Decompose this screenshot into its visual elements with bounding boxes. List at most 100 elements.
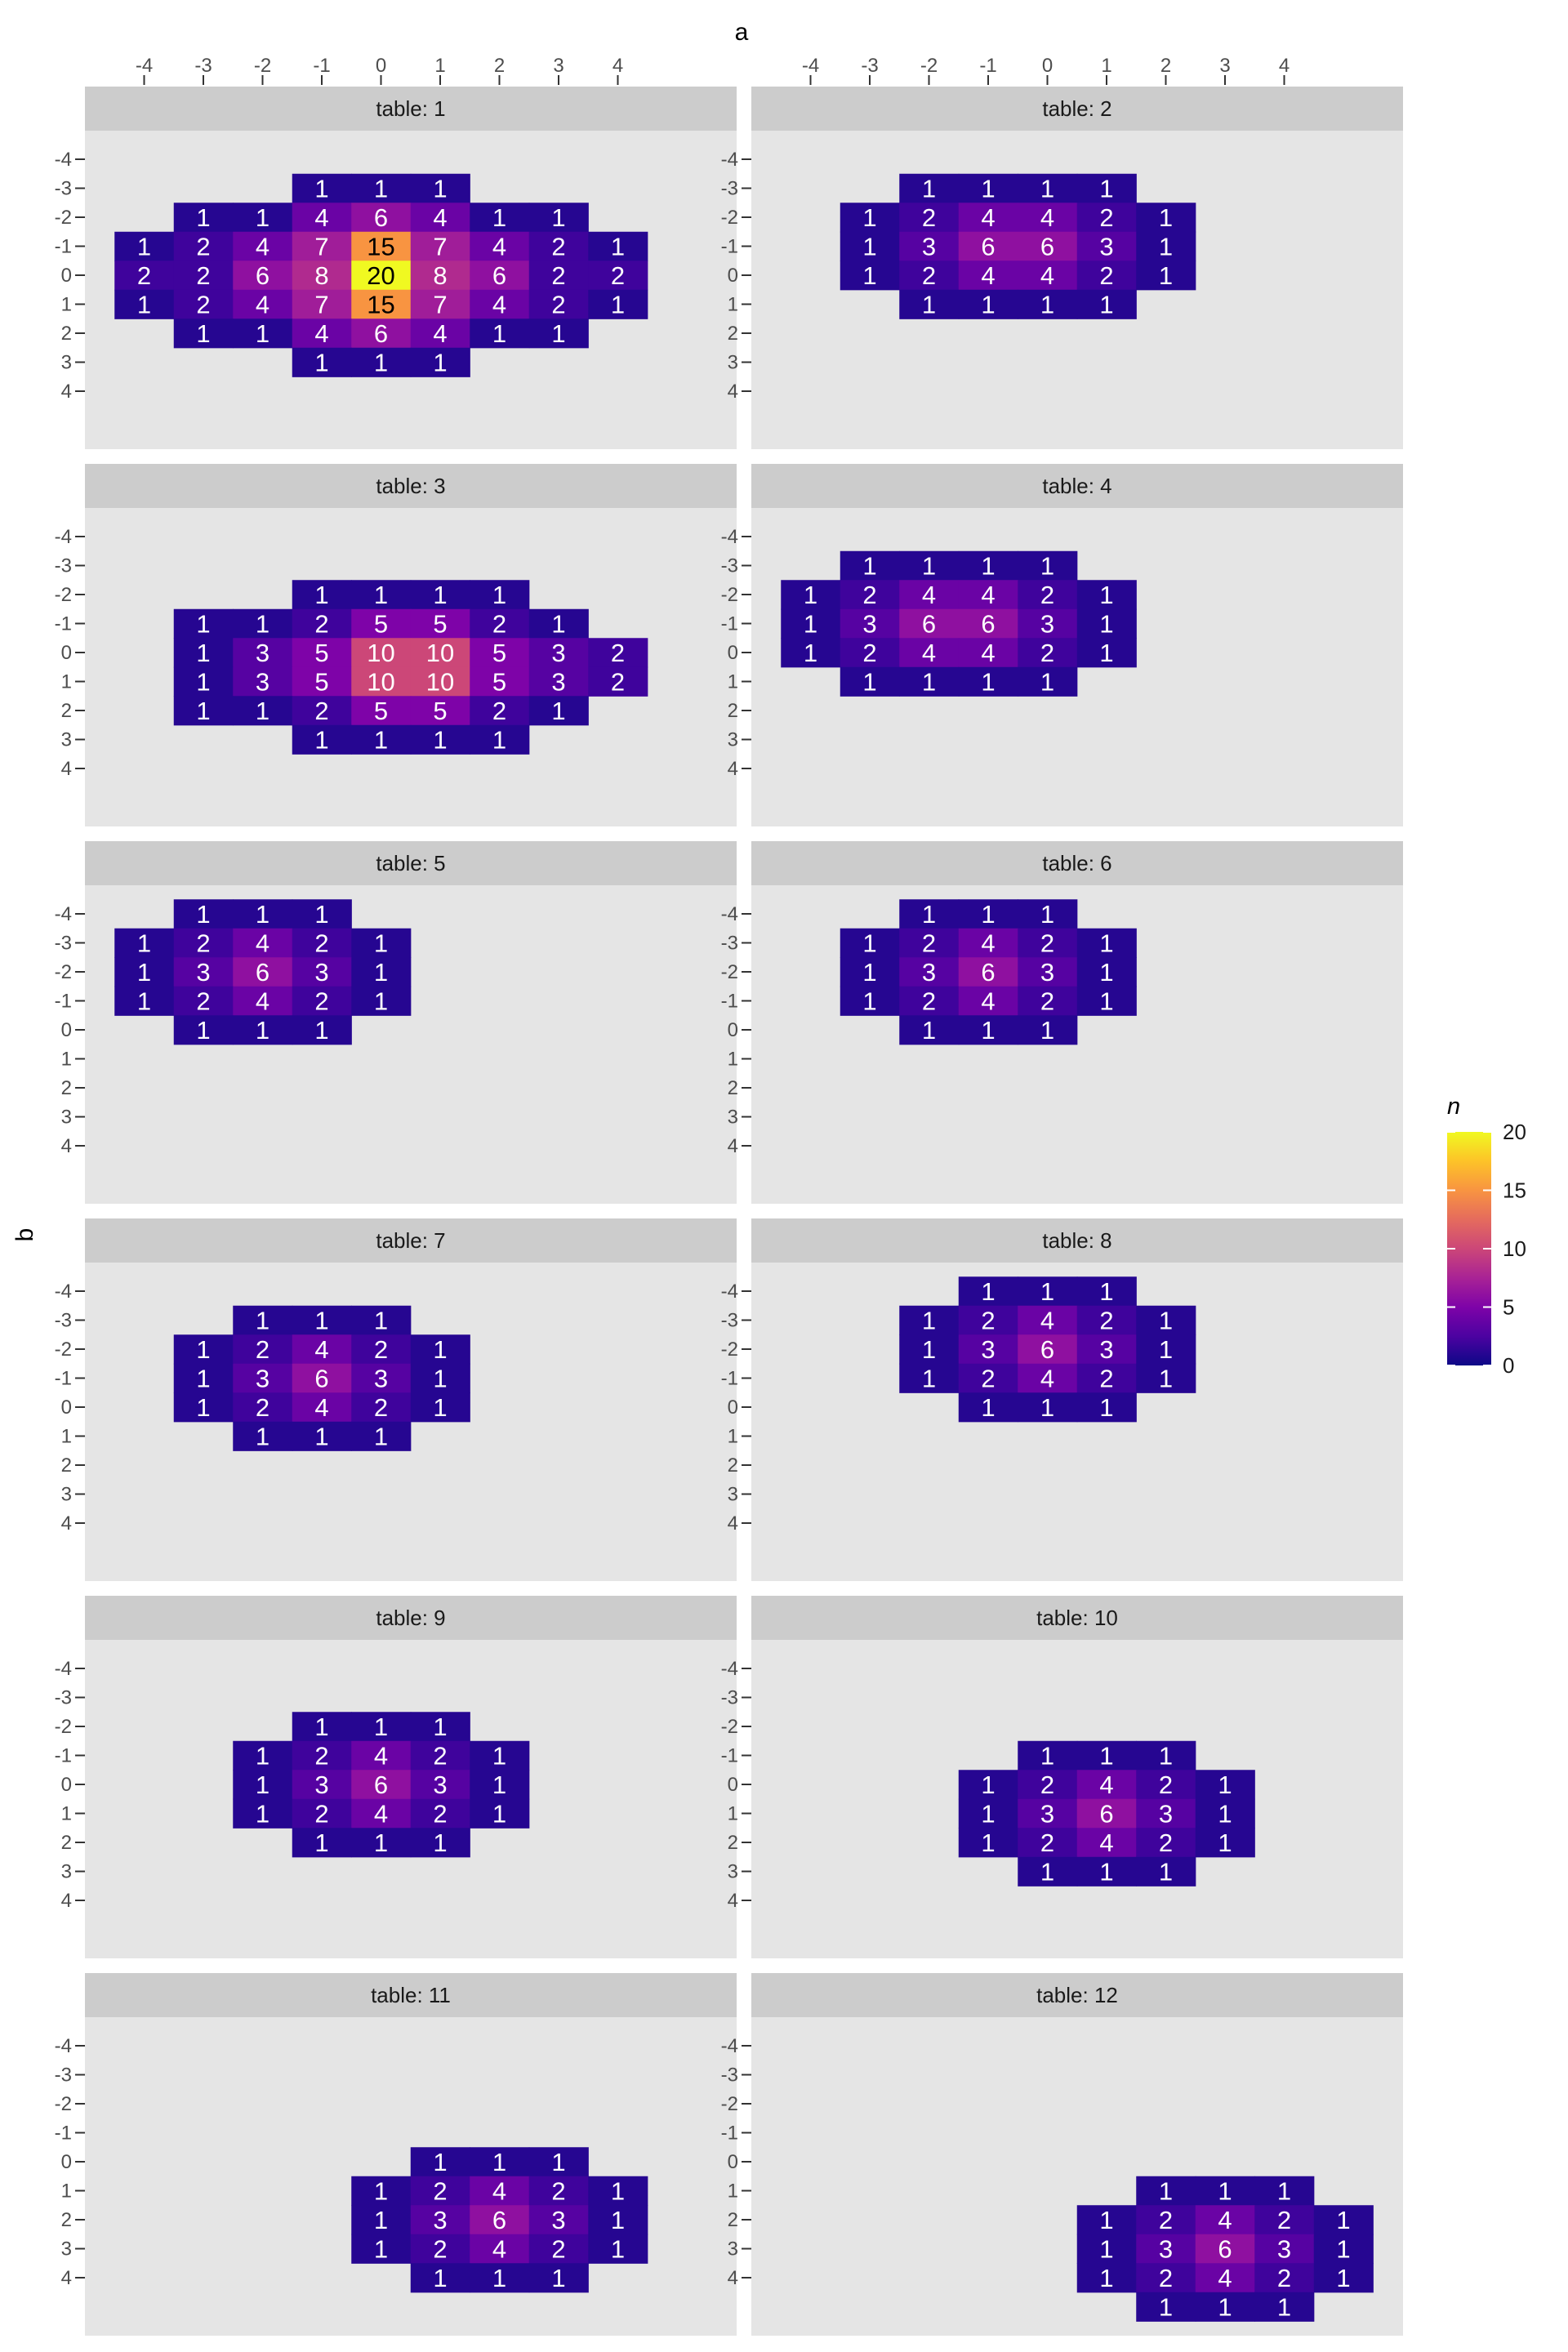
tile-count-label: 4 [981,203,995,232]
tile-count-label: 1 [256,1742,270,1771]
tile-count-label: 6 [981,233,995,261]
heatmap-tile [781,580,841,610]
tile-count-label: 1 [137,291,151,319]
heatmap-tile [173,957,234,987]
heatmap-tile [470,231,530,261]
tile-count-label: 1 [196,1393,210,1422]
heatmap-tile [840,608,900,639]
tile-count-label: 1 [1040,900,1054,929]
x-tick-label: 1 [434,55,445,77]
heatmap-tile [233,986,293,1016]
heatmap-tile [173,608,234,639]
heatmap-tile [410,173,470,203]
heatmap-tile [840,203,900,233]
tile-count-label: 2 [1040,1829,1054,1857]
y-tick-label: 0 [61,1396,72,1419]
tile-count-label: 1 [137,958,151,987]
heatmap-tile [958,1770,1018,1800]
heatmap-tile [528,638,589,668]
tile-count-label: 4 [492,233,506,261]
tile-count-label: 2 [196,233,210,261]
tile-count-label: 1 [374,726,388,755]
heatmap-tile [470,1740,530,1771]
facet-strip [85,1218,737,1263]
heatmap-tile [292,261,352,291]
heatmap-tile [1076,1334,1137,1365]
heatmap-tile [958,1015,1018,1045]
y-tick-label: 2 [61,2209,72,2231]
heatmap-tile [899,928,960,958]
heatmap-tile [233,696,293,726]
tile-count-label: 2 [551,233,565,261]
tile-count-label: 3 [1159,1800,1173,1829]
heatmap-tile [470,608,530,639]
tile-count-label: 1 [256,203,270,232]
y-tick-label: -4 [721,1281,738,1303]
tile-count-label: 1 [1099,987,1113,1016]
tile-count-label: 1 [1099,639,1113,667]
y-tick-label: -3 [55,2065,72,2087]
heatmap-tile [1076,2234,1137,2264]
y-tick-label: -1 [721,1745,738,1767]
heatmap-tile [351,261,412,291]
tile-count-label: 1 [922,900,936,929]
tile-count-label: 1 [862,203,876,232]
heatmap-tile [958,1798,1018,1829]
heatmap-tile [1136,261,1196,291]
tile-count-label: 2 [196,929,210,958]
tile-count-label: 20 [367,261,394,290]
heatmap-tile [233,1421,293,1451]
heatmap-tile [840,550,900,581]
tile-count-label: 1 [374,175,388,203]
tile-count-label: 2 [433,1800,447,1829]
x-tick-label: -3 [194,55,212,77]
tile-count-label: 6 [922,610,936,639]
heatmap-tile [1076,203,1137,233]
tile-count-label: 2 [1159,1771,1173,1799]
tile-layer: 1 1 11 2 4 2 11 3 6 3 11 2 4 2 11 1 1 [173,1305,470,1451]
y-tick-label: -4 [721,526,738,548]
color-legend: n 0 5 10 15 20 [1447,1094,1526,1378]
tile-count-label: 1 [374,929,388,958]
tile-count-label: 2 [922,929,936,958]
tile-count-label: 1 [256,1307,270,1335]
tile-count-label: 7 [314,233,328,261]
tile-count-label: 6 [374,203,388,232]
heatmap-tile [1076,1856,1137,1886]
y-tick-label: -1 [55,236,72,258]
heatmap-tile [351,696,412,726]
y-tick-label: 4 [61,1890,72,1912]
y-tick-label: 2 [728,2209,738,2231]
tile-count-label: 2 [1040,987,1054,1016]
heatmap-tile [292,928,352,958]
heatmap-tile [233,1305,293,1335]
tile-count-label: 1 [862,552,876,581]
facet-strip [751,87,1403,131]
tile-count-label: 6 [492,261,506,290]
tile-layer: 1 1 1 11 1 2 5 5 2 11 3 5 10 10 5 3 21 3 5 10 10 5 3 21 1 2 5 5 2 11 1… [173,580,648,755]
y-tick-label: 4 [728,381,738,403]
tile-count-label: 1 [1336,2206,1350,2234]
y-tick-label: 0 [61,1019,72,1041]
heatmap-tile [1018,638,1078,668]
tile-count-label: 1 [551,2264,565,2292]
y-tick-label: 0 [61,2151,72,2173]
heatmap-tile [292,1392,352,1423]
y-tick-label: 2 [728,323,738,345]
tile-count-label: 4 [314,203,328,232]
tile-count-label: 1 [862,929,876,958]
heatmap-tile [958,289,1018,319]
tile-count-label: 4 [981,929,995,958]
heatmap-tile [528,2176,589,2206]
tile-count-label: 4 [433,319,447,348]
facet-label: table: 8 [1042,1228,1111,1253]
heatmap-tile [410,1740,470,1771]
tile-count-label: 3 [1159,2235,1173,2264]
x-tick-label: 4 [612,55,623,77]
heatmap-tile [410,1828,470,1858]
heatmap-tile [528,608,589,639]
tile-count-label: 2 [492,610,506,639]
tile-count-label: 1 [1099,1858,1113,1886]
tile-count-label: 3 [314,958,328,987]
